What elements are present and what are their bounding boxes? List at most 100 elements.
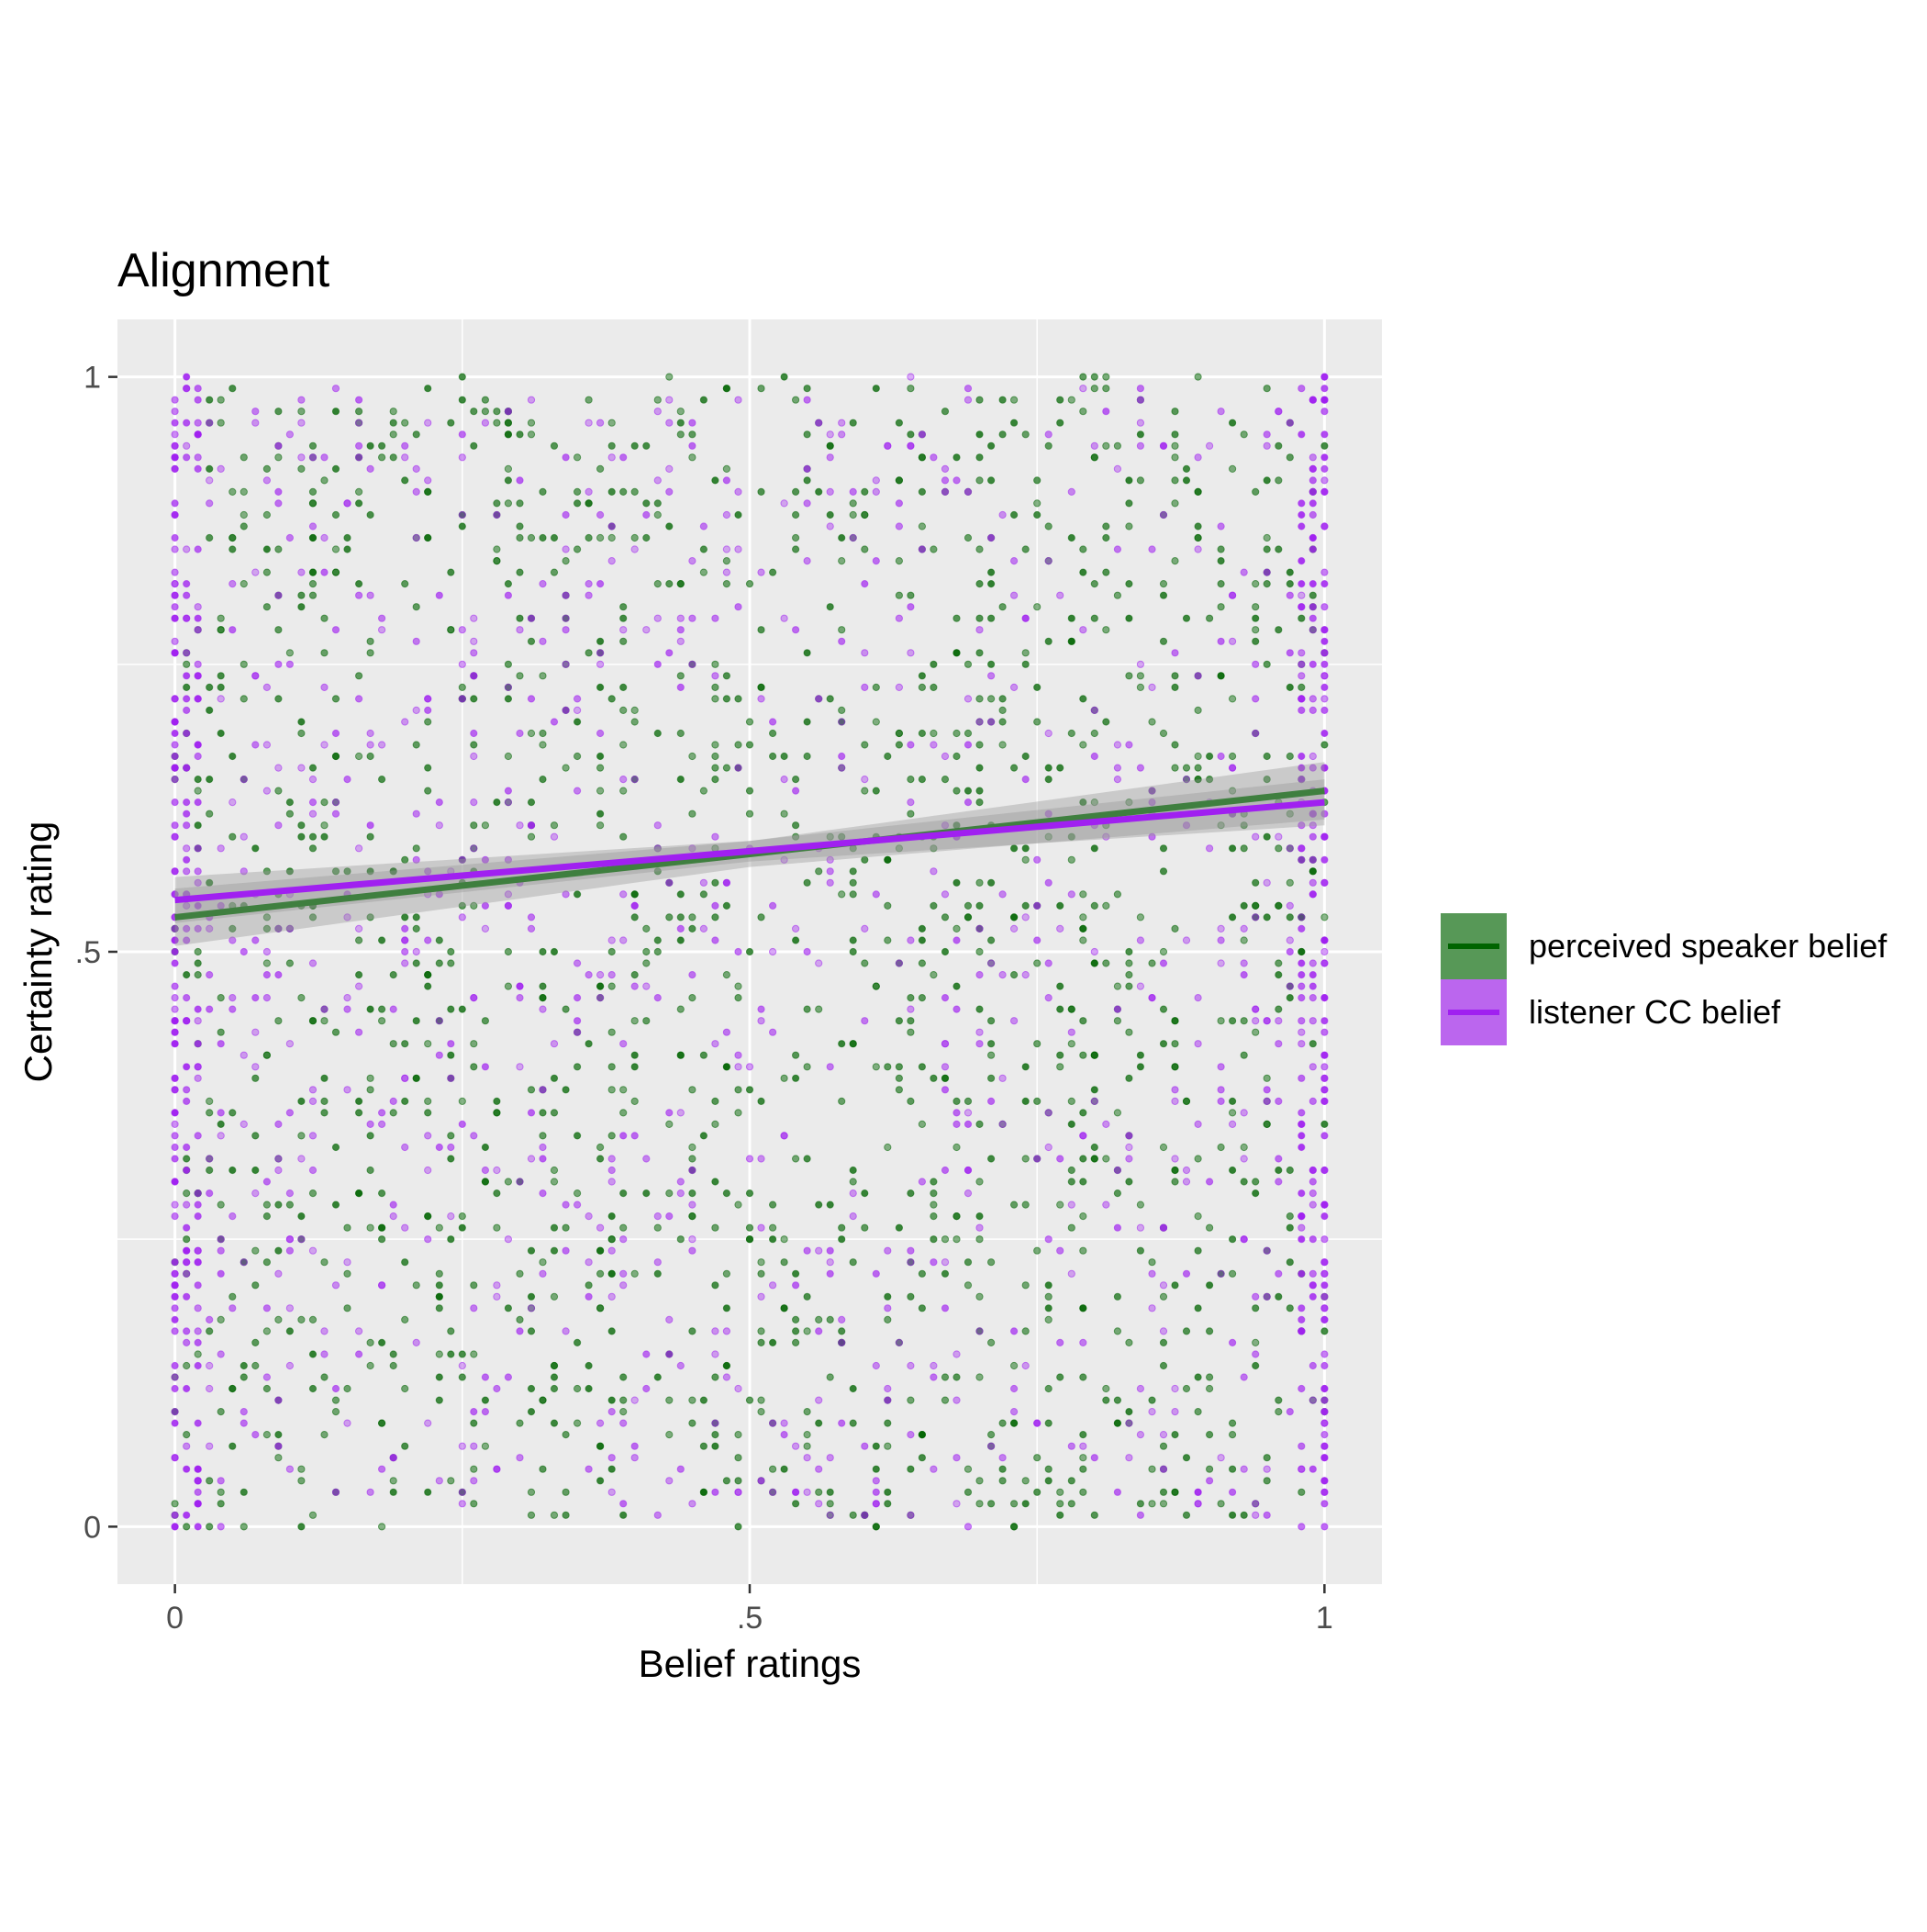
point-listener-cc-belief: [711, 832, 719, 841]
point-perceived-speaker-belief: [585, 1281, 593, 1290]
point-perceived-speaker-belief: [262, 1201, 271, 1209]
point-listener-cc-belief: [171, 1523, 179, 1531]
point-listener-cc-belief: [1056, 1338, 1064, 1347]
point-perceived-speaker-belief: [1171, 1431, 1179, 1439]
point-listener-cc-belief: [1229, 1488, 1237, 1496]
point-perceived-speaker-belief: [1252, 901, 1260, 910]
point-perceived-speaker-belief: [1079, 1454, 1087, 1462]
point-listener-cc-belief: [688, 844, 696, 853]
point-perceived-speaker-belief: [907, 810, 915, 818]
point-perceived-speaker-belief: [389, 867, 397, 876]
point-perceived-speaker-belief: [722, 464, 731, 473]
point-listener-cc-belief: [331, 810, 340, 818]
point-listener-cc-belief: [171, 499, 179, 508]
point-listener-cc-belief: [274, 1155, 283, 1163]
point-listener-cc-belief: [941, 1166, 950, 1175]
point-listener-cc-belief: [183, 1143, 191, 1152]
point-perceived-speaker-belief: [401, 1258, 409, 1267]
point-perceived-speaker-belief: [206, 706, 214, 715]
point-perceived-speaker-belief: [493, 419, 501, 427]
point-perceived-speaker-belief: [630, 718, 639, 726]
point-listener-cc-belief: [1320, 1028, 1329, 1036]
point-listener-cc-belief: [171, 1281, 179, 1290]
point-listener-cc-belief: [206, 1384, 214, 1393]
point-listener-cc-belief: [274, 591, 283, 599]
point-listener-cc-belief: [343, 499, 351, 508]
point-perceived-speaker-belief: [493, 798, 501, 807]
point-perceived-speaker-belief: [803, 430, 811, 439]
point-perceived-speaker-belief: [470, 1040, 478, 1048]
point-listener-cc-belief: [815, 1327, 823, 1335]
point-perceived-speaker-belief: [1021, 1500, 1030, 1508]
point-perceived-speaker-belief: [183, 1523, 191, 1531]
point-perceived-speaker-belief: [574, 1063, 582, 1071]
point-listener-cc-belief: [1067, 890, 1075, 899]
point-perceived-speaker-belief: [424, 1212, 432, 1221]
point-listener-cc-belief: [964, 798, 973, 807]
point-perceived-speaker-belief: [1090, 729, 1098, 738]
point-perceived-speaker-belief: [930, 1189, 938, 1198]
point-listener-cc-belief: [504, 683, 513, 692]
point-listener-cc-belief: [1252, 1511, 1260, 1519]
point-perceived-speaker-belief: [1067, 1166, 1075, 1175]
point-perceived-speaker-belief: [1033, 476, 1041, 485]
point-perceived-speaker-belief: [1298, 947, 1306, 956]
point-listener-cc-belief: [757, 1477, 765, 1485]
point-perceived-speaker-belief: [1033, 1454, 1041, 1462]
point-perceived-speaker-belief: [699, 1442, 708, 1450]
point-listener-cc-belief: [183, 695, 191, 703]
point-perceived-speaker-belief: [239, 1373, 248, 1381]
point-listener-cc-belief: [884, 1304, 892, 1312]
point-listener-cc-belief: [412, 810, 420, 818]
point-perceived-speaker-belief: [987, 695, 996, 703]
point-listener-cc-belief: [1252, 660, 1260, 668]
point-perceived-speaker-belief: [585, 1384, 593, 1393]
point-perceived-speaker-belief: [975, 1005, 984, 1013]
point-perceived-speaker-belief: [792, 821, 800, 830]
point-perceived-speaker-belief: [297, 603, 306, 611]
point-listener-cc-belief: [1159, 1465, 1168, 1473]
point-perceived-speaker-belief: [792, 533, 800, 542]
point-perceived-speaker-belief: [699, 787, 708, 795]
point-perceived-speaker-belief: [424, 533, 432, 542]
point-perceived-speaker-belief: [1021, 1477, 1030, 1485]
point-perceived-speaker-belief: [562, 764, 570, 772]
point-listener-cc-belief: [642, 510, 651, 519]
point-listener-cc-belief: [194, 1500, 202, 1508]
point-perceived-speaker-belief: [355, 752, 363, 761]
point-listener-cc-belief: [780, 776, 788, 784]
point-listener-cc-belief: [757, 1292, 765, 1301]
point-perceived-speaker-belief: [1136, 476, 1145, 485]
point-listener-cc-belief: [251, 1063, 260, 1071]
point-listener-cc-belief: [895, 499, 904, 508]
point-listener-cc-belief: [1309, 764, 1317, 772]
point-perceived-speaker-belief: [688, 1189, 696, 1198]
point-perceived-speaker-belief: [251, 1132, 260, 1140]
point-listener-cc-belief: [297, 1155, 306, 1163]
point-listener-cc-belief: [1252, 1292, 1260, 1301]
point-listener-cc-belief: [412, 706, 420, 715]
point-listener-cc-belief: [964, 1523, 973, 1531]
point-listener-cc-belief: [194, 1189, 202, 1198]
point-perceived-speaker-belief: [550, 1292, 559, 1301]
point-perceived-speaker-belief: [918, 522, 927, 530]
point-perceived-speaker-belief: [194, 787, 202, 795]
point-perceived-speaker-belief: [734, 510, 742, 519]
point-perceived-speaker-belief: [504, 752, 513, 761]
point-perceived-speaker-belief: [711, 695, 719, 703]
point-listener-cc-belief: [1320, 1017, 1329, 1025]
point-perceived-speaker-belief: [607, 695, 616, 703]
point-perceived-speaker-belief: [527, 1488, 536, 1496]
point-perceived-speaker-belief: [895, 591, 904, 599]
point-perceived-speaker-belief: [297, 729, 306, 738]
point-perceived-speaker-belief: [366, 1338, 374, 1347]
point-perceived-speaker-belief: [1079, 1373, 1087, 1381]
point-perceived-speaker-belief: [699, 568, 708, 576]
point-perceived-speaker-belief: [183, 683, 191, 692]
point-perceived-speaker-belief: [1275, 844, 1283, 853]
point-perceived-speaker-belief: [378, 441, 386, 450]
point-listener-cc-belief: [183, 821, 191, 830]
point-listener-cc-belief: [343, 1258, 351, 1267]
point-listener-cc-belief: [907, 1511, 915, 1519]
point-listener-cc-belief: [815, 1396, 823, 1404]
